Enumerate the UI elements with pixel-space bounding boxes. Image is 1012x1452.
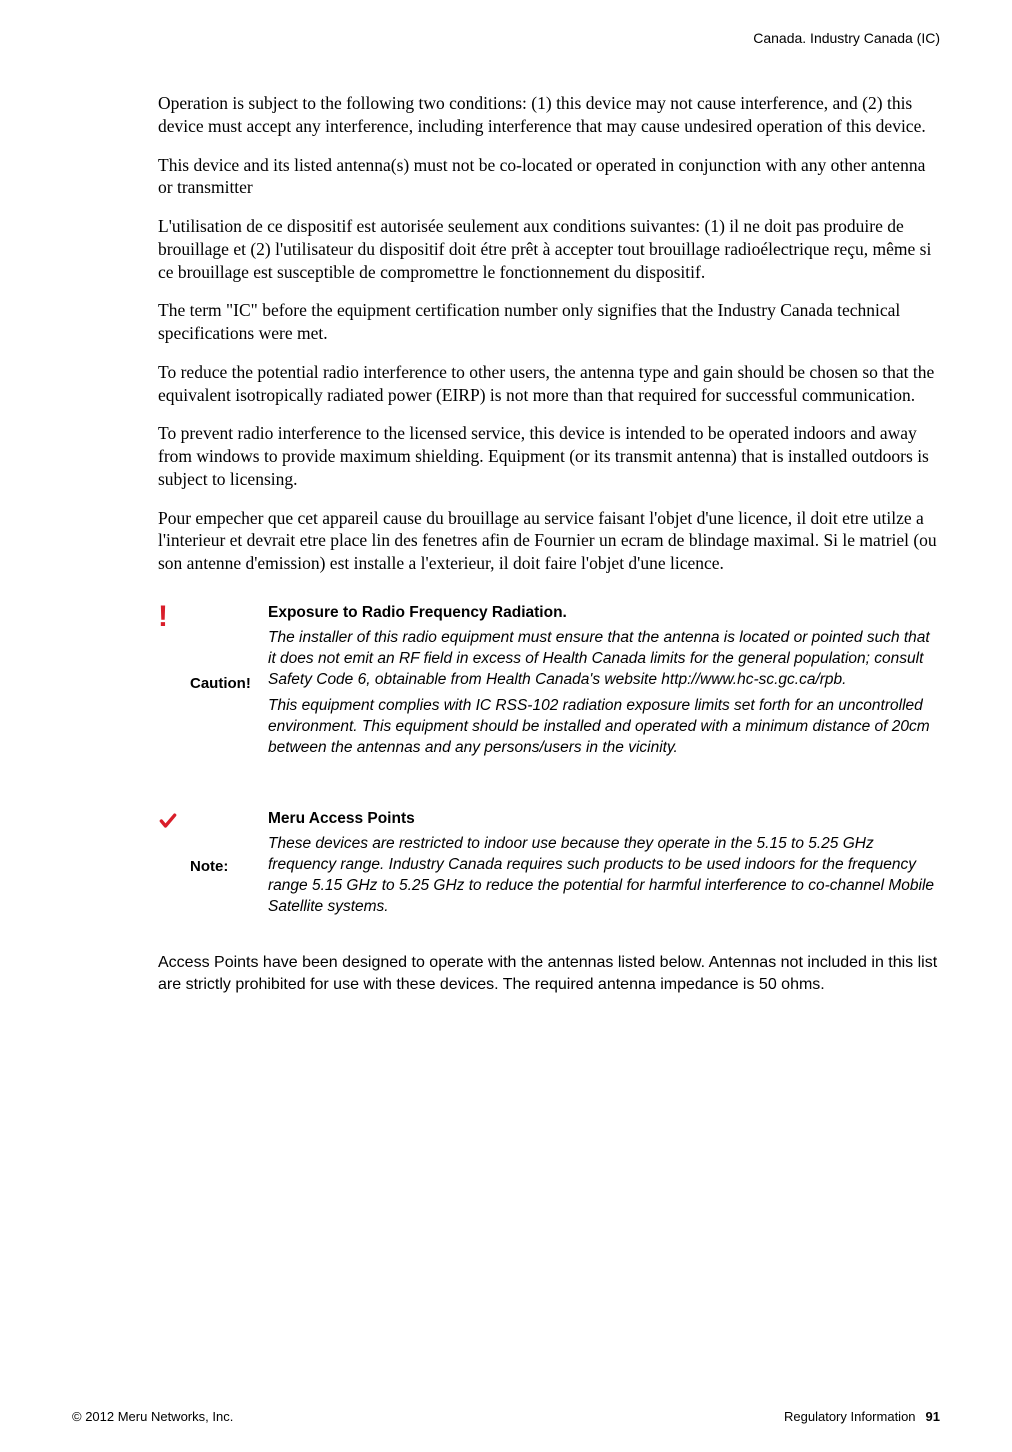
caution-callout: ! Caution! Exposure to Radio Frequency R…	[158, 603, 940, 765]
paragraph: This device and its listed antenna(s) mu…	[158, 154, 940, 200]
footer-doc-title: Regulatory Information	[784, 1409, 916, 1424]
note-body: Meru Access Points These devices are res…	[268, 809, 940, 924]
paragraph: The term "IC" before the equipment certi…	[158, 299, 940, 345]
paragraph: To prevent radio interference to the lic…	[158, 422, 940, 490]
caution-icon-col: !	[158, 603, 190, 765]
paragraph: Pour empecher que cet appareil cause du …	[158, 507, 940, 575]
note-icon-col	[158, 809, 190, 924]
page-container: Canada. Industry Canada (IC) Operation i…	[0, 0, 1012, 1452]
caution-text: The installer of this radio equipment mu…	[268, 628, 940, 691]
paragraph: L'utilisation de ce dispositif est autor…	[158, 215, 940, 283]
body-content: Operation is subject to the following tw…	[158, 92, 940, 575]
footer-page-number: 91	[926, 1409, 940, 1424]
note-title: Meru Access Points	[268, 809, 940, 830]
paragraph: Operation is subject to the following tw…	[158, 92, 940, 138]
note-callout: Note: Meru Access Points These devices a…	[158, 809, 940, 924]
exclamation-icon: !	[158, 605, 190, 629]
paragraph: To reduce the potential radio interferen…	[158, 361, 940, 407]
caution-label: Caution!	[190, 603, 268, 765]
page-header: Canada. Industry Canada (IC)	[72, 30, 940, 46]
caution-body: Exposure to Radio Frequency Radiation. T…	[268, 603, 940, 765]
checkmark-icon	[158, 811, 190, 836]
footer-copyright: © 2012 Meru Networks, Inc.	[72, 1409, 233, 1424]
note-text: These devices are restricted to indoor u…	[268, 834, 940, 918]
trailing-paragraph: Access Points have been designed to oper…	[158, 952, 940, 997]
trailing-text: Access Points have been designed to oper…	[158, 952, 940, 997]
caution-title: Exposure to Radio Frequency Radiation.	[268, 603, 940, 624]
caution-text: This equipment complies with IC RSS-102 …	[268, 696, 940, 759]
page-footer: © 2012 Meru Networks, Inc. Regulatory In…	[72, 1409, 940, 1424]
header-section-title: Canada. Industry Canada (IC)	[753, 30, 940, 46]
note-label: Note:	[190, 809, 268, 924]
footer-right: Regulatory Information 91	[784, 1409, 940, 1424]
